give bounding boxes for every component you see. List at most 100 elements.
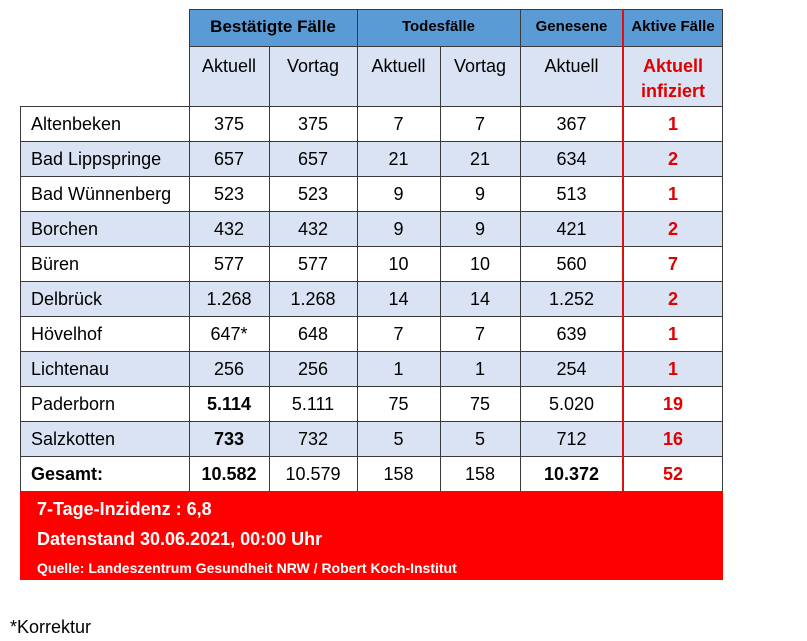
cell-gen: 639 [556, 324, 587, 344]
cell-name: Delbrück [31, 289, 103, 309]
subheader-best-vortag: Vortag [286, 56, 340, 76]
table-row [20, 246, 723, 281]
cell-name: Salzkotten [31, 429, 116, 449]
cell-tod-akt: 7 [393, 324, 404, 344]
cell-aktiv: 1 [667, 324, 678, 344]
cell-tod-vor: 10 [469, 254, 491, 274]
table-row [20, 176, 723, 211]
cell-tod-akt: 7 [393, 114, 404, 134]
cell-gen: 367 [556, 114, 587, 134]
cell-best-vor: 523 [297, 184, 329, 204]
cell-best-vor: 1.268 [290, 289, 336, 309]
cell-aktiv: 7 [667, 254, 678, 274]
grid-line [269, 46, 270, 491]
subheader-best-aktuell: Aktuell [201, 56, 257, 76]
grid-line [20, 141, 723, 142]
grid-line-red [622, 9, 624, 491]
cell-aktiv: 2 [667, 289, 678, 309]
cell-aktiv: 1 [667, 114, 678, 134]
cell-best-akt: 432 [213, 219, 245, 239]
header-bestaetigt-label: Bestätigte Fälle [210, 17, 336, 36]
grid-line [189, 9, 190, 491]
cell-tod-vor: 9 [474, 184, 485, 204]
cell-best-akt: 657 [213, 149, 245, 169]
cell-gen: 634 [556, 149, 587, 169]
grid-line [440, 46, 441, 491]
subheader-band [189, 46, 723, 106]
cell-best-akt: 523 [213, 184, 245, 204]
cell-tod-vor: 21 [469, 149, 491, 169]
table-row [20, 351, 723, 386]
table-row [20, 316, 723, 351]
grid-line [357, 9, 358, 491]
cell-best-akt: 647* [210, 324, 248, 344]
quelle-text: Quelle: Landeszentrum Gesundheit NRW / R… [37, 560, 457, 576]
cell-name: Bad Lippspringe [31, 149, 162, 169]
subheader-tod-vortag: Vortag [453, 56, 507, 76]
cell-tod-vor: 5 [474, 429, 485, 449]
cell-gen: 1.252 [548, 289, 595, 309]
table-row [20, 281, 723, 316]
table-row [20, 386, 723, 421]
cell-tod-akt: 75 [388, 394, 409, 414]
grid-line [189, 9, 723, 10]
datenstand-text: Datenstand 30.06.2021, 00:00 Uhr [37, 529, 323, 549]
total-cell-best-vor: 10.579 [285, 464, 341, 484]
grid-line [20, 456, 723, 457]
total-cell-name: Gesamt: [31, 464, 104, 484]
cell-tod-vor: 9 [474, 219, 485, 239]
table-row [20, 421, 723, 456]
cell-best-akt: 375 [213, 114, 245, 134]
grid-line [20, 421, 723, 422]
grid-line [20, 351, 723, 352]
total-cell-tod-vor: 158 [464, 464, 496, 484]
total-cell-tod-akt: 158 [383, 464, 414, 484]
subheader-aktiv-infiziert: infiziert [640, 81, 705, 101]
cell-tod-vor: 7 [474, 114, 485, 134]
grid-line [20, 246, 723, 247]
table-row [20, 106, 723, 141]
header-todesfaelle-label: Todesfälle [401, 18, 476, 35]
cell-name: Hövelhof [31, 324, 103, 344]
footnote-korrektur: *Korrektur [10, 617, 92, 637]
grid-line [20, 106, 21, 580]
cell-tod-akt: 9 [393, 219, 404, 239]
cell-tod-akt: 9 [393, 184, 404, 204]
cell-aktiv: 19 [662, 394, 684, 414]
cell-aktiv: 16 [662, 429, 684, 449]
header-group-bestaetigt [189, 9, 357, 46]
cell-name: Büren [31, 254, 80, 274]
cell-gen: 254 [556, 359, 587, 379]
cell-tod-vor: 75 [469, 394, 491, 414]
cell-name: Bad Wünnenberg [31, 184, 172, 204]
cell-best-akt: 5.114 [206, 394, 252, 414]
cell-name: Paderborn [31, 394, 116, 414]
total-cell-best-akt: 10.582 [201, 464, 257, 484]
header-aktive-label: Aktive Fälle [631, 18, 715, 35]
header-group-todesfaelle [357, 9, 520, 46]
cell-best-vor: 256 [297, 359, 329, 379]
cell-tod-vor: 14 [469, 289, 491, 309]
grid-line [722, 9, 723, 580]
cell-gen: 421 [556, 219, 587, 239]
grid-line [20, 316, 723, 317]
cell-best-vor: 432 [297, 219, 329, 239]
header-group-aktive [623, 9, 723, 46]
cell-best-akt: 733 [213, 429, 245, 449]
total-row [20, 456, 723, 491]
subheader-tod-aktuell: Aktuell [371, 56, 426, 76]
cell-name: Borchen [31, 219, 99, 239]
total-cell-aktiv: 52 [662, 464, 684, 484]
inzidenz-text: 7-Tage-Inzidenz : 6,8 [37, 499, 212, 519]
cell-best-akt: 577 [213, 254, 245, 274]
cell-tod-akt: 5 [393, 429, 404, 449]
cell-best-vor: 577 [297, 254, 329, 274]
info-banner: 7-Tage-Inzidenz : 6,8 Datenstand 30.06.2… [20, 491, 723, 580]
cell-tod-akt: 10 [388, 254, 409, 274]
cell-aktiv: 1 [667, 184, 678, 204]
cell-gen: 513 [556, 184, 587, 204]
cell-best-akt: 256 [213, 359, 245, 379]
cell-name: Lichtenau [31, 359, 110, 379]
subheader-gen-aktuell: Aktuell [544, 56, 599, 76]
